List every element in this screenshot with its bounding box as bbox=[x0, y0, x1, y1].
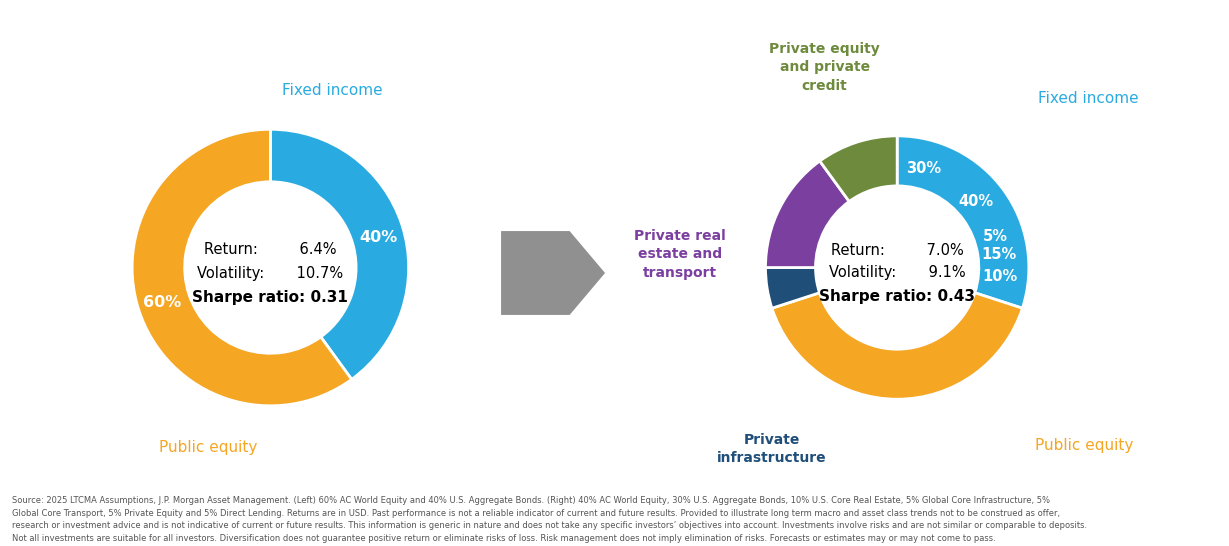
Text: Volatility:       10.7%: Volatility: 10.7% bbox=[198, 265, 343, 281]
Text: 60%: 60% bbox=[144, 295, 182, 310]
Polygon shape bbox=[501, 231, 605, 315]
Text: Public equity: Public equity bbox=[1035, 438, 1133, 453]
Wedge shape bbox=[820, 136, 897, 201]
Wedge shape bbox=[270, 129, 408, 379]
Text: Volatility:       9.1%: Volatility: 9.1% bbox=[828, 265, 966, 280]
Wedge shape bbox=[766, 161, 849, 268]
Text: Sharpe ratio: 0.43: Sharpe ratio: 0.43 bbox=[820, 289, 975, 304]
Text: 40%: 40% bbox=[359, 230, 397, 245]
Text: Private
infrastructure: Private infrastructure bbox=[718, 433, 827, 465]
Wedge shape bbox=[897, 136, 1029, 308]
Text: 10%: 10% bbox=[982, 269, 1018, 284]
Text: 40%: 40% bbox=[959, 194, 993, 209]
Text: Sharpe ratio: 0.31: Sharpe ratio: 0.31 bbox=[193, 290, 348, 305]
Text: Public equity: Public equity bbox=[159, 440, 257, 455]
Wedge shape bbox=[133, 129, 351, 406]
Text: Return:         7.0%: Return: 7.0% bbox=[831, 243, 964, 258]
Wedge shape bbox=[772, 293, 1023, 399]
Text: Source: 2025 LTCMA Assumptions, J.P. Morgan Asset Management. (Left) 60% AC Worl: Source: 2025 LTCMA Assumptions, J.P. Mor… bbox=[12, 496, 1088, 543]
Text: 30%: 30% bbox=[906, 161, 941, 176]
Text: Fixed income: Fixed income bbox=[1037, 92, 1138, 106]
Text: 15%: 15% bbox=[982, 247, 1016, 262]
Text: Return:         6.4%: Return: 6.4% bbox=[204, 242, 337, 257]
Text: Private equity
and private
credit: Private equity and private credit bbox=[769, 42, 880, 93]
Text: 5%: 5% bbox=[983, 229, 1008, 244]
Text: Private real
estate and
transport: Private real estate and transport bbox=[634, 229, 726, 280]
Text: Fixed income: Fixed income bbox=[283, 83, 383, 98]
Wedge shape bbox=[766, 268, 820, 308]
